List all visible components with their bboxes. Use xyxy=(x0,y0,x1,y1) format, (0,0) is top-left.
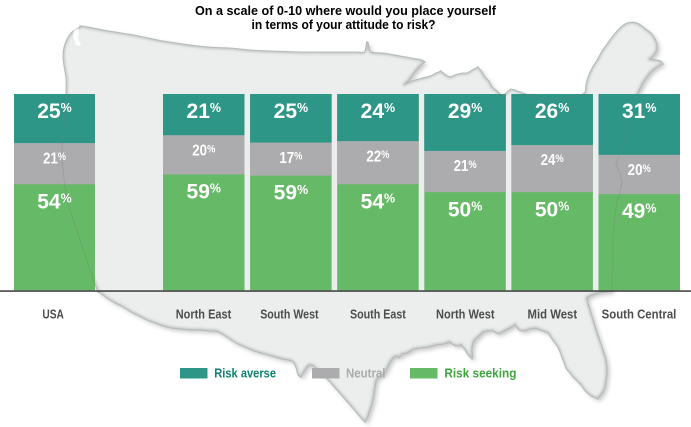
svg-text:USA: USA xyxy=(42,307,64,321)
svg-text:South East: South East xyxy=(350,307,407,321)
svg-text:24%: 24% xyxy=(541,152,564,169)
svg-text:22%: 22% xyxy=(366,148,389,165)
svg-text:20%: 20% xyxy=(628,162,651,179)
svg-text:21%: 21% xyxy=(454,158,477,175)
svg-text:21%: 21% xyxy=(43,150,66,167)
svg-text:Mid West: Mid West xyxy=(528,307,578,321)
svg-text:North East: North East xyxy=(176,307,232,321)
svg-text:20%: 20% xyxy=(192,143,215,160)
svg-text:Neutral: Neutral xyxy=(346,367,386,381)
svg-text:17%: 17% xyxy=(279,150,302,167)
svg-text:Risk averse: Risk averse xyxy=(214,367,276,381)
svg-text:South Central: South Central xyxy=(602,307,677,321)
svg-text:On a scale of 0-10 where would: On a scale of 0-10 where would you place… xyxy=(195,4,497,18)
svg-text:North West: North West xyxy=(436,307,495,321)
svg-text:in terms of your attitude to r: in terms of your attitude to risk? xyxy=(252,18,436,32)
svg-text:Risk seeking: Risk seeking xyxy=(444,367,516,381)
svg-text:South West: South West xyxy=(260,307,319,321)
